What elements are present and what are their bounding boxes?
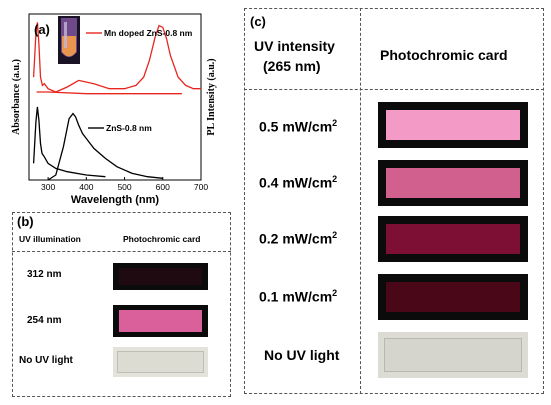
photochromic-card	[378, 102, 528, 148]
y-axis-label-left: Absorbance (a.u.)	[11, 59, 22, 135]
panel-c-row-label: 0.4 mW/cm2	[259, 174, 338, 191]
card-active-area	[119, 310, 202, 332]
card-active-area	[117, 351, 204, 373]
panel-a-label: (a)	[34, 22, 50, 37]
series-line	[36, 91, 182, 95]
panel-c-row-label: 0.2 mW/cm2	[259, 230, 338, 247]
vial-inset	[58, 16, 80, 64]
panel-b-col-header-uv: UV illumination	[19, 234, 81, 244]
card-active-area	[386, 224, 520, 254]
photochromic-card	[378, 332, 528, 378]
chart-a-svg: 300 400 500 600 700 Mn doped ZnS-0.8 nm ZnS-…	[11, 13, 217, 206]
series-line	[47, 112, 163, 181]
plot-frame	[28, 13, 202, 181]
legend-label-mn: Mn doped ZnS-0.8 nm	[104, 28, 193, 38]
series-line	[32, 22, 201, 93]
x-ticks: 300 400 500 600 700	[41, 177, 208, 192]
x-axis-label: Wavelength (nm)	[71, 194, 160, 206]
photochromic-card	[113, 305, 208, 337]
panel-c-row-label: No UV light	[264, 347, 340, 363]
panel-c-row-label: 0.5 mW/cm2	[259, 118, 338, 135]
card-active-area	[386, 110, 520, 140]
x-tick-label: 400	[79, 182, 93, 192]
photochromic-card	[378, 216, 528, 262]
panel-c-col-header-wavelength: (265 nm)	[263, 58, 321, 74]
photochromic-card	[378, 274, 528, 320]
photochromic-card	[378, 160, 528, 206]
panel-b-label: (b)	[17, 214, 34, 229]
y-axis-label-right: PL Intensity (a.u.)	[206, 58, 217, 135]
panel-b-header-divider	[12, 251, 231, 252]
panel-c-label: (c)	[250, 14, 266, 29]
panel-b-row-label: 254 nm	[27, 315, 62, 326]
x-tick-label: 700	[194, 182, 208, 192]
card-active-area	[386, 168, 520, 198]
panel-c-col-header-card: Photochromic card	[380, 47, 508, 63]
x-tick-label: 600	[156, 182, 170, 192]
card-active-area	[384, 338, 522, 372]
card-active-area	[386, 282, 520, 312]
panel-c-header-divider	[244, 89, 544, 90]
panel-b-col-header-card: Photochromic card	[123, 234, 201, 244]
series-line	[32, 106, 106, 178]
panel-c-row-label: 0.1 mW/cm2	[259, 288, 338, 305]
panel-b-row-label: 312 nm	[27, 269, 62, 280]
panel-b	[12, 212, 231, 397]
panel-c-column-divider	[360, 8, 361, 394]
series-layer	[32, 22, 201, 181]
photochromic-card	[113, 263, 208, 290]
panel-c-col-header-intensity: UV intensity	[254, 38, 335, 54]
x-tick-label: 500	[117, 182, 131, 192]
card-active-area	[119, 268, 202, 285]
legend-label-zns: ZnS-0.8 nm	[106, 123, 152, 133]
photochromic-card	[113, 347, 208, 377]
panel-b-row-label: No UV light	[19, 355, 73, 366]
x-tick-label: 300	[41, 182, 55, 192]
panel-c	[244, 8, 544, 394]
